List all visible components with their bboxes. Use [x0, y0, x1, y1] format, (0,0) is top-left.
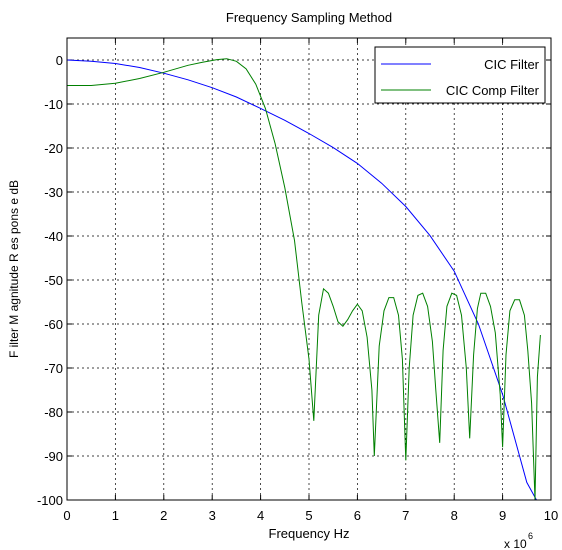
- x-tick-label: 10: [544, 508, 558, 523]
- y-tick-label: -40: [44, 229, 63, 244]
- y-tick-label: -70: [44, 361, 63, 376]
- legend-box: [374, 46, 546, 104]
- x-tick-label: 9: [499, 508, 506, 523]
- series-lines: [67, 58, 541, 500]
- series-line-cic-comp-filter: [67, 58, 541, 500]
- legend: CIC Filter CIC Comp Filter: [374, 46, 546, 104]
- chart-title: Frequency Sampling Method: [226, 10, 392, 25]
- y-tick-label: -20: [44, 141, 63, 156]
- x-tick-label: 7: [402, 508, 409, 523]
- y-tick-label: -90: [44, 449, 63, 464]
- y-tick-label: -50: [44, 273, 63, 288]
- legend-label: CIC Comp Filter: [446, 83, 540, 98]
- x-tick-label: 8: [451, 508, 458, 523]
- grid-lines: [67, 38, 551, 500]
- y-tick-label: -100: [37, 493, 63, 508]
- y-tick-label: -10: [44, 97, 63, 112]
- y-axis-label: F ilter M agnitude R es pons e dB: [7, 180, 21, 358]
- y-tick-label: -30: [44, 185, 63, 200]
- x-axis-label: Frequency Hz: [269, 526, 350, 541]
- y-tick-label: -80: [44, 405, 63, 420]
- x-multiplier-label: x 10: [504, 537, 527, 550]
- x-tick-label: 1: [112, 508, 119, 523]
- series-line-cic-filter: [67, 59, 537, 500]
- legend-label: CIC Filter: [484, 57, 540, 72]
- y-tick-label: 0: [56, 53, 63, 68]
- x-tick-label: 5: [305, 508, 312, 523]
- x-multiplier-exponent: 6: [528, 531, 533, 541]
- x-tick-label: 2: [160, 508, 167, 523]
- y-tick-label: -60: [44, 317, 63, 332]
- x-tick-label: 3: [209, 508, 216, 523]
- x-tick-label: 4: [257, 508, 264, 523]
- x-tick-label: 6: [354, 508, 361, 523]
- x-tick-labels: 0 1 2 3 4 5 6 7 8 9 10: [63, 508, 558, 523]
- x-tick-label: 0: [63, 508, 70, 523]
- y-tick-labels: 0 -10 -20 -30 -40 -50 -60 -70 -80 -90 -100: [37, 53, 63, 508]
- plot-frame: [66, 37, 552, 501]
